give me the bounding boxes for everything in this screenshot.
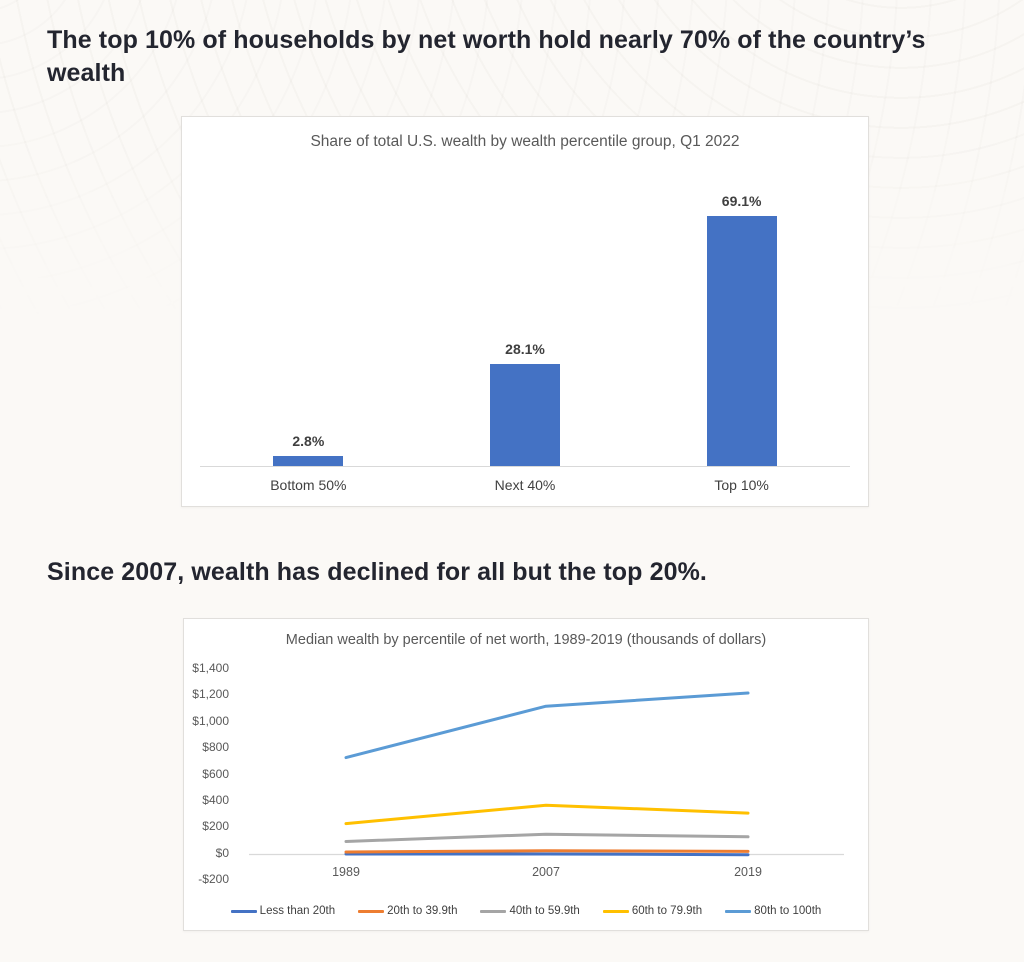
legend-swatch-20th-to-39-9th	[358, 909, 385, 913]
y-tick-200: $200	[202, 819, 229, 834]
y-tick-400: $400	[202, 793, 229, 807]
y-tick-0: $0	[215, 845, 229, 860]
legend-label-less-than-20th: Less than 20th	[259, 905, 336, 917]
x-tick-1989: 1989	[332, 865, 360, 879]
y-tick-1-400: $1,400	[192, 661, 229, 675]
bar-category-label-next-40: Next 40%	[494, 477, 556, 493]
legend-item-40th-to-59-9th: 40th to 59.9th	[480, 905, 580, 917]
y-tick-800: $800	[202, 740, 229, 755]
line-series-less-than-20th	[344, 852, 750, 857]
bar-category-label-bottom-50: Bottom 50%	[270, 477, 347, 493]
legend-swatch-40th-to-59-9th	[480, 909, 507, 913]
legend-label-40th-to-59-9th: 40th to 59.9th	[509, 905, 580, 917]
x-tick-2019: 2019	[734, 865, 762, 879]
legend-item-less-than-20th: Less than 20th	[230, 905, 336, 917]
legend-item-20th-to-39-9th: 20th to 39.9th	[358, 905, 457, 917]
x-tick-2007: 2007	[532, 865, 560, 879]
y-tick-600: $600	[202, 766, 229, 781]
line-series-60th-to-79-9th	[344, 803, 750, 826]
bar-chart-x-axis-line	[200, 466, 850, 467]
legend-swatch-less-than-20th	[230, 909, 257, 913]
legend-label-60th-to-79-9th: 60th to 79.9th	[631, 905, 703, 917]
legend-label-80th-to-100th: 80th to 100th	[754, 905, 822, 917]
legend-item-60th-to-79-9th: 60th to 79.9th	[602, 905, 703, 917]
bar-category-label-top-10: Top 10%	[714, 477, 769, 493]
bar-value-label-top-10: 69.1%	[721, 193, 762, 209]
line-series-40th-to-59-9th	[344, 832, 750, 843]
bar-top-10	[706, 216, 777, 466]
line-chart-title: Median wealth by percentile of net worth…	[285, 632, 767, 648]
line-chart-card: Median wealth by percentile of net worth…	[183, 618, 869, 931]
legend-label-20th-to-39-9th: 20th to 39.9th	[387, 905, 458, 917]
page-heading-since2007: Since 2007, wealth has declined for all …	[47, 558, 707, 586]
legend-swatch-60th-to-79-9th	[602, 909, 629, 913]
bar-value-label-next-40: 28.1%	[505, 341, 545, 358]
bar-chart-title: Share of total U.S. wealth by wealth per…	[310, 133, 740, 150]
bar-chart-card: Share of total U.S. wealth by wealth per…	[181, 116, 869, 507]
page-heading-top10: The top 10% of households by net worth h…	[47, 26, 926, 87]
bar-next-40	[490, 364, 560, 466]
bar-bottom-50	[273, 455, 344, 466]
legend-swatch-80th-to-100th	[725, 909, 752, 913]
y-tick-1-200: $1,200	[192, 687, 229, 702]
bar-value-label-bottom-50: 2.8%	[292, 432, 325, 449]
y-tick-200: -$200	[198, 872, 229, 887]
line-series-20th-to-39-9th	[344, 849, 750, 854]
y-tick-1-000: $1,000	[192, 713, 229, 728]
line-series-80th-to-100th	[344, 691, 750, 760]
legend-item-80th-to-100th: 80th to 100th	[725, 905, 821, 917]
line-chart-legend: Less than 20th 20th to 39.9th 40th to 59.9…	[184, 905, 868, 917]
line-chart-plot-area	[249, 691, 844, 857]
